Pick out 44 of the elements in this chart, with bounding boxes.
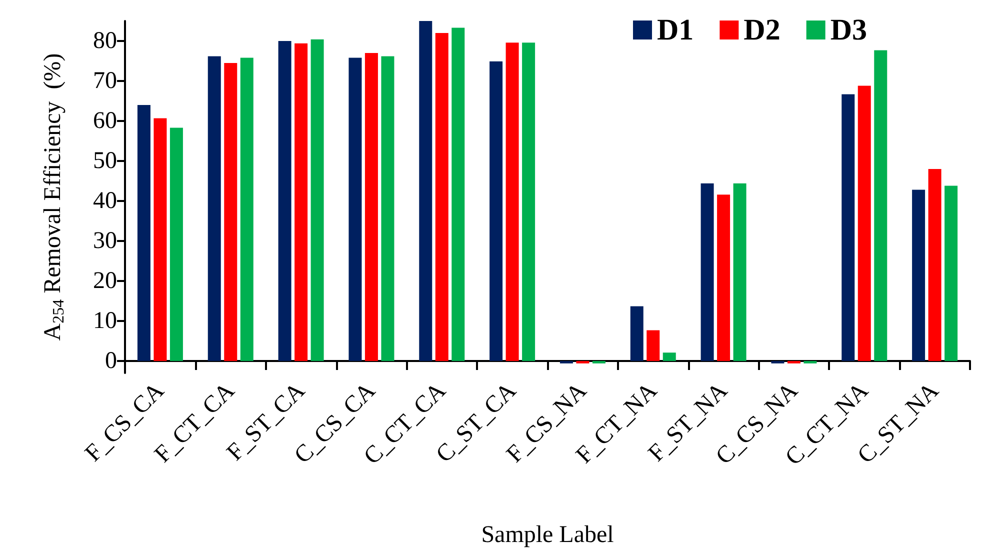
bar: [224, 63, 238, 361]
bar: [522, 42, 536, 361]
y-tick-label: 20: [93, 268, 117, 294]
bar: [646, 330, 660, 361]
bar: [348, 58, 362, 361]
y-tick-label: 0: [105, 348, 117, 374]
bar: [662, 352, 676, 361]
bar: [452, 28, 465, 361]
bar: [154, 118, 167, 361]
legend-label: D3: [830, 14, 868, 46]
bar: [278, 41, 292, 361]
x-axis-title: Sample Label: [481, 522, 614, 548]
bar: [310, 39, 324, 361]
legend-label: D2: [744, 14, 780, 46]
bar: [240, 58, 254, 361]
bar: [435, 33, 448, 361]
y-tick-label: 30: [93, 228, 117, 254]
bar: [717, 194, 730, 361]
y-axis-title: A254 Removal Efficiency (%): [40, 53, 68, 341]
bar: [630, 306, 644, 361]
y-tick-label: 80: [93, 28, 117, 54]
y-tick-label: 40: [93, 188, 117, 214]
y-tick-label: 50: [93, 148, 117, 174]
y-tick-label: 10: [93, 308, 117, 334]
bar: [364, 53, 378, 361]
legend-label: D1: [657, 14, 694, 46]
bar: [381, 56, 394, 361]
bar: [170, 128, 183, 361]
bar: [208, 56, 221, 361]
bar: [506, 42, 519, 361]
bar: [842, 94, 855, 361]
bar: [419, 21, 432, 361]
y-tick-label: 70: [93, 68, 117, 94]
bar: [490, 61, 503, 361]
bar: [944, 186, 958, 361]
bar: [700, 183, 714, 361]
bar: [912, 190, 926, 361]
bar: [733, 183, 746, 361]
bar: [928, 169, 942, 361]
bar: [294, 43, 308, 361]
bar: [874, 50, 888, 361]
y-tick-label: 60: [93, 108, 117, 134]
bar: [858, 86, 871, 361]
bar: [137, 105, 150, 361]
